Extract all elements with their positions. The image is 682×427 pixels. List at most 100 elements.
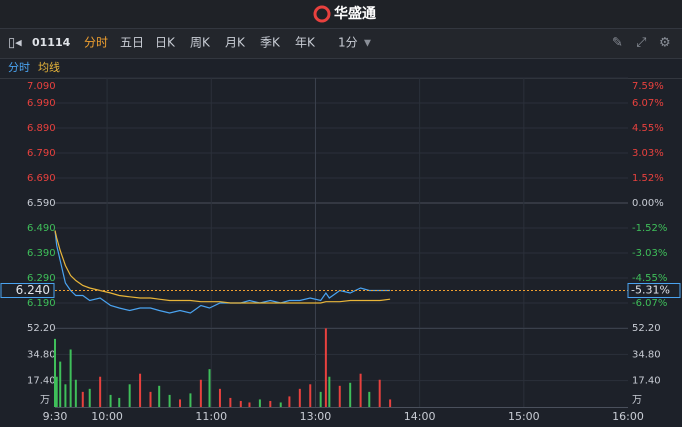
volume-bar [269,400,272,407]
x-tick-label: 15:00 [508,410,540,423]
y2-tick-label: 0.00% [632,198,664,209]
period-tab[interactable]: 年K [295,36,316,50]
x-tick-label: 14:00 [404,410,436,423]
volume-bar [99,376,102,407]
volume-bar [208,369,211,407]
volume-bar [54,338,56,407]
y2-tick-label: 4.55% [632,123,664,134]
volume-bar [378,379,381,407]
volume-tick-label: 52.20 [27,323,56,334]
volume-bar [328,376,331,407]
y-tick-label: 7.090 [27,81,56,92]
volume-bar [149,391,152,407]
y-tick-label: 6.590 [27,198,56,209]
volume-tick-label: 52.20 [632,323,661,334]
volume-bar [319,391,322,407]
volume-bar [288,396,291,407]
volume-bar [109,394,112,407]
volume-bar [189,393,192,407]
y-tick-label: 6.190 [27,298,56,309]
volume-bar [64,384,67,407]
x-tick-label: 13:00 [300,410,332,423]
period-tab[interactable]: 分时 [84,36,108,50]
period-tab[interactable]: 周K [190,36,211,50]
volume-bar [74,379,77,407]
volume-bar [338,385,341,407]
period-tab[interactable]: 月K [225,36,246,50]
volume-bar [158,385,161,407]
volume-bar [324,328,327,407]
y2-tick-label: 7.59% [632,81,664,92]
settings-button[interactable]: ⚙ [659,36,671,51]
volume-bar [168,394,171,407]
y2-tick-label: -6.07% [632,298,667,309]
dropdown-arrow[interactable]: ▼ [364,39,371,49]
volume-tick-label: 34.80 [27,349,56,360]
volume-bar [69,349,72,407]
logo [313,5,331,23]
volume-bar [349,382,352,407]
y2-tick-label: 6.07% [632,98,664,109]
volume-bar [258,399,261,407]
x-tick-label: 16:00 [612,410,644,423]
volume-tick-label: 17.40 [27,376,56,387]
x-tick-label: 9:30 [43,410,68,423]
interval-select[interactable]: 1分 [338,36,358,50]
volume-bar [81,391,84,407]
toolbar [0,28,682,58]
fullscreen-button[interactable]: ⤢ [636,36,646,51]
period-tab[interactable]: 季K [260,36,281,50]
volume-bar [239,400,242,407]
last-price-box [0,283,55,298]
y2-tick-label: -1.52% [632,223,667,234]
volume-bar [359,373,362,407]
draw-button[interactable]: ✎ [612,36,623,51]
collapse-button[interactable]: ▯◂ [8,36,22,51]
volume-bar [179,399,182,407]
y2-tick-label: 3.03% [632,148,664,159]
app-title: 华盛通 [334,5,376,22]
series-line [54,230,391,314]
period-tab[interactable]: 日K [155,36,176,50]
volume-bar [59,361,62,407]
last-change-box [627,283,681,298]
volume-bar [88,388,91,407]
last-change-label: -5.31% [631,284,670,297]
y2-tick-label: 1.52% [632,173,664,184]
y-tick-label: 6.390 [27,248,56,259]
last-price-label: 6.240 [16,283,50,297]
volume-tick-label: 34.80 [632,349,661,360]
volume-bar [139,373,142,407]
y2-tick-label: -4.55% [632,273,667,284]
volume-bar [199,379,202,407]
stock-code: 01114 [32,36,71,49]
volume-bar [298,388,301,407]
period-tab[interactable]: 五日 [120,36,144,50]
y-tick-label: 6.790 [27,148,56,159]
volume-bar [118,397,121,407]
series-line [54,230,391,304]
y-tick-label: 6.890 [27,123,56,134]
y2-tick-label: -3.03% [632,248,667,259]
volume-unit: 万 [632,395,642,406]
volume-unit: 万 [40,395,50,406]
legend-entry: 均线 [38,60,60,74]
y-tick-label: 6.690 [27,173,56,184]
volume-tick-label: 17.40 [632,376,661,387]
volume-bar [279,402,282,407]
volume-bar [368,391,371,407]
legend-entry: 分时 [8,61,30,74]
title-bar [0,0,682,28]
volume-bar [218,388,221,407]
volume-bar [248,402,251,407]
volume-bar [229,397,232,407]
x-tick-label: 11:00 [195,410,227,423]
y-tick-label: 6.490 [27,223,56,234]
volume-bar [389,399,392,407]
x-tick-label: 10:00 [91,410,123,423]
volume-bar [55,376,58,407]
y-tick-label: 6.990 [27,98,56,109]
volume-bar [309,384,312,407]
y-tick-label: 6.290 [27,273,56,284]
